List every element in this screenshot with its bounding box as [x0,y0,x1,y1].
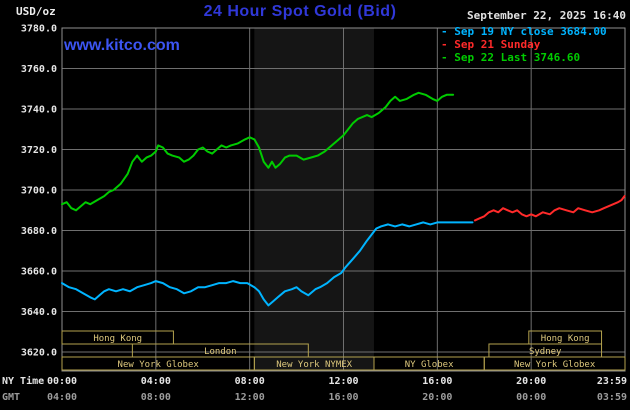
session-label: New York Globex [514,360,596,370]
x-axis-label-gmt: 00:00 [516,392,546,403]
series-line-sep21 [473,195,626,222]
session-label: London [204,347,237,357]
y-axis-label: 3720.0 [21,145,57,156]
y-axis-label: 3620.0 [21,348,57,359]
x-axis-label-ny: 08:00 [235,376,265,387]
x-axis-label-ny: 23:59 [597,376,627,387]
session-label: Sydney [529,347,562,357]
chart-datetime: September 22, 2025 16:40 [467,9,626,22]
y-axis-label: 3740.0 [21,105,57,116]
price-units-label: USD/oz [16,5,56,18]
gmt-axis-caption: GMT [2,392,20,403]
x-axis-label-gmt: 08:00 [141,392,171,403]
nymex-session-band [254,28,374,371]
y-axis-label: 3680.0 [21,226,57,237]
y-axis-label: 3660.0 [21,267,57,278]
y-axis-label: 3760.0 [21,64,57,75]
series-line-sep19 [61,221,474,307]
x-axis-label-gmt: 12:00 [235,392,265,403]
plot-border [61,27,626,372]
y-axis-label: 3780.0 [21,24,57,35]
x-axis-label-ny: 16:00 [422,376,452,387]
session-label: NY Globex [405,360,454,370]
session-label: New York Globex [118,360,200,370]
x-axis-label-gmt: 16:00 [328,392,358,403]
session-box [61,330,174,345]
x-axis-label-ny: 00:00 [47,376,77,387]
session-label: Hong Kong [541,334,590,344]
x-axis-label-gmt: 20:00 [422,392,452,403]
x-axis-label-ny: 12:00 [328,376,358,387]
x-axis-label-ny: 20:00 [516,376,546,387]
legend-item: - Sep 21 Sunday [441,38,541,51]
x-axis-label-ny: 04:00 [141,376,171,387]
session-label: Hong Kong [93,334,142,344]
legend-item: - Sep 22 Last 3746.60 [441,51,581,64]
series-line-sep22 [61,91,455,212]
chart-title: 24 Hour Spot Gold (Bid) [203,3,397,20]
x-axis-label-gmt: 04:00 [47,392,77,403]
legend-item: - Sep 19 NY close 3684.00 [441,25,607,38]
session-label: New York NYMEX [276,360,352,370]
y-axis-label: 3700.0 [21,186,57,197]
legend: - Sep 19 NY close 3684.00- Sep 21 Sunday… [441,25,607,64]
x-axis-label-gmt: 03:59 [597,392,627,403]
ny-time-axis-caption: NY Time [2,375,44,387]
kitco-watermark-link[interactable]: www.kitco.com [64,37,180,54]
session-box [483,356,626,371]
y-axis-label: 3640.0 [21,307,57,318]
